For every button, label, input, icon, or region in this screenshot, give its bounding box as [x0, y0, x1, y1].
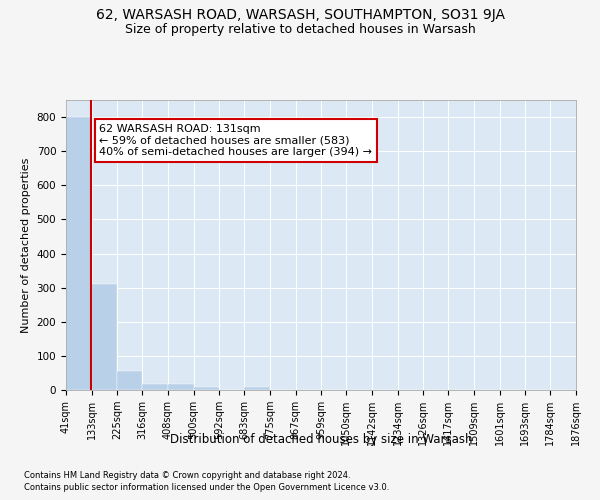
Text: 62 WARSASH ROAD: 131sqm
← 59% of detached houses are smaller (583)
40% of semi-d: 62 WARSASH ROAD: 131sqm ← 59% of detache…: [99, 124, 372, 157]
Bar: [92, 284, 117, 390]
Text: Distribution of detached houses by size in Warsash: Distribution of detached houses by size …: [170, 432, 472, 446]
Bar: [168, 384, 194, 390]
Text: Size of property relative to detached houses in Warsash: Size of property relative to detached ho…: [125, 22, 475, 36]
Text: 62, WARSASH ROAD, WARSASH, SOUTHAMPTON, SO31 9JA: 62, WARSASH ROAD, WARSASH, SOUTHAMPTON, …: [95, 8, 505, 22]
Bar: [66, 117, 92, 390]
Bar: [117, 371, 142, 390]
Text: Contains HM Land Registry data © Crown copyright and database right 2024.: Contains HM Land Registry data © Crown c…: [24, 471, 350, 480]
Bar: [142, 384, 168, 390]
Bar: [194, 387, 219, 390]
Y-axis label: Number of detached properties: Number of detached properties: [21, 158, 31, 332]
Text: Contains public sector information licensed under the Open Government Licence v3: Contains public sector information licen…: [24, 484, 389, 492]
Bar: [244, 387, 270, 390]
